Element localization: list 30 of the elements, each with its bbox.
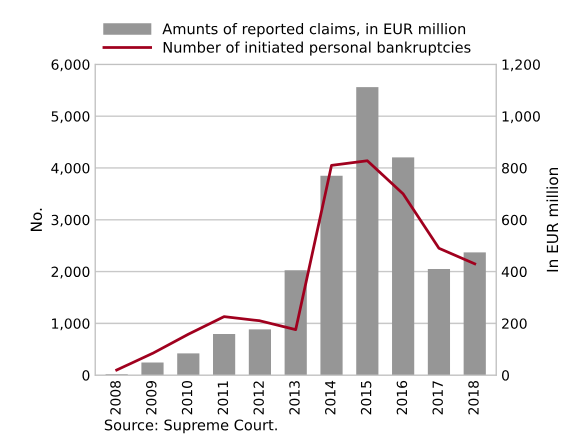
x-tick-label: 2018 [468,380,479,414]
x-tick-label: 2009 [146,381,157,414]
y2-axis-title: In EUR million [546,168,558,272]
y-tick-label: 2,000 [52,266,90,278]
y-tick-label: 5,000 [52,111,90,124]
legend-label: Amunts of reported claims, in EUR million [162,23,466,38]
y2-tick-label: 1,000 [502,111,540,124]
y-tick-label: 4,000 [51,162,90,175]
x-tick-label: 2015 [360,381,372,414]
x-tick-label: 2017 [432,381,443,414]
x-tick-label: 2010 [182,380,192,414]
y-axis-title: No. [30,208,42,231]
y2-tick-label: 200 [502,318,527,329]
y-tick-label: 3,000 [52,214,90,227]
y2-tick-label: 800 [502,162,527,174]
legend-label: Number of initiated personal bankruptcies [164,42,470,56]
x-tick-label: 2011 [218,381,228,414]
y2-tick-label: 600 [502,214,527,226]
y2-tick-label: 400 [502,266,527,278]
x-tick-label: 2013 [289,381,300,414]
y2-tick-label: 0 [502,370,509,381]
x-tick-label: 2012 [253,381,264,414]
x-tick-label: 2014 [325,380,336,414]
x-tick-label: 2016 [396,380,408,414]
x-tick-label: 2008 [110,380,121,414]
source-note: Source: Supreme Court. [104,419,277,434]
y-tick-label: 0 [82,370,90,381]
y-tick-label: 6,000 [52,59,90,72]
y2-tick-label: 1,200 [502,59,540,72]
y-tick-label: 1,000 [52,318,90,330]
